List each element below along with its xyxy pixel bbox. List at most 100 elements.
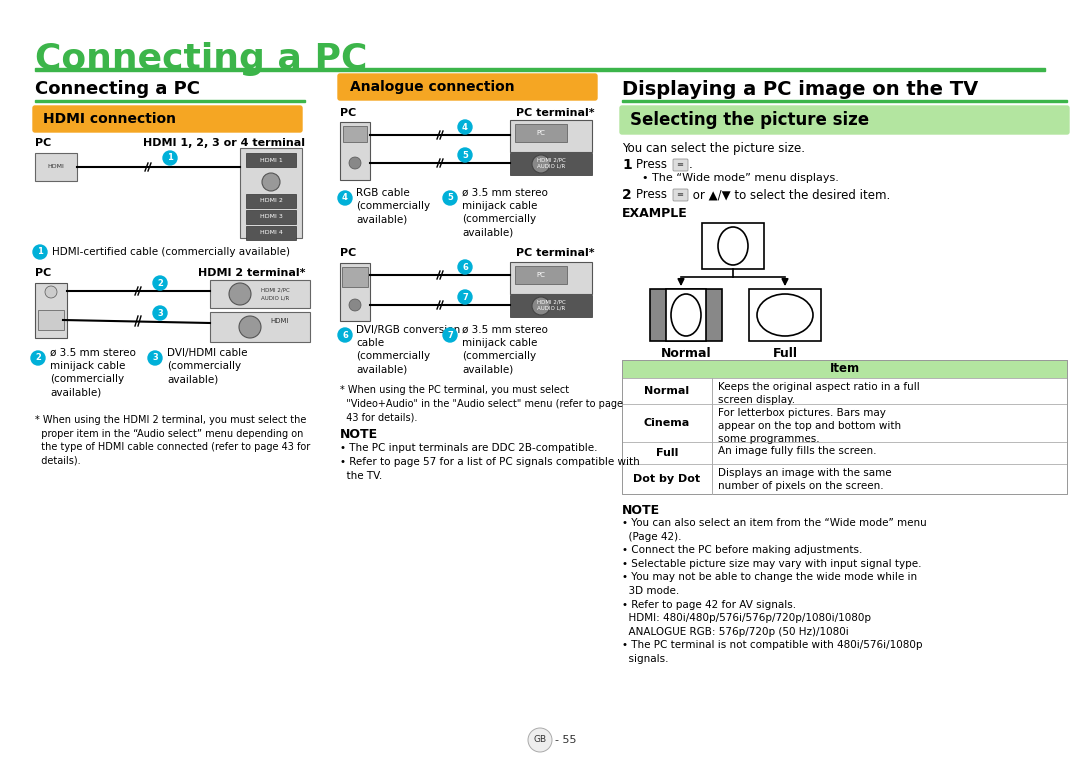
Text: AUDIO L/R: AUDIO L/R [261,295,289,300]
Text: PC: PC [35,268,51,278]
Circle shape [532,155,550,173]
Text: Normal: Normal [661,347,712,360]
Text: Item: Item [829,362,860,375]
Bar [702,223,764,269]
Bar [515,124,567,142]
Bar [210,280,310,308]
FancyBboxPatch shape [620,106,1069,134]
Text: 2: 2 [622,188,632,202]
Text: HDMI connection: HDMI connection [43,112,176,126]
Bar [750,289,821,341]
Text: PC terminal*: PC terminal* [516,248,595,258]
FancyBboxPatch shape [673,159,688,171]
Text: 5: 5 [447,194,453,202]
Circle shape [153,306,167,320]
Circle shape [528,728,552,752]
Text: HDMI 2/PC: HDMI 2/PC [537,158,565,163]
Text: 3: 3 [152,353,158,362]
Text: PC: PC [35,138,51,148]
Text: Cinema: Cinema [644,418,690,428]
Bar [622,360,1067,378]
Text: AUDIO L/R: AUDIO L/R [537,164,565,169]
Circle shape [148,351,162,365]
Circle shape [458,290,472,304]
Text: Press: Press [636,188,671,201]
Ellipse shape [671,294,701,336]
Text: 4: 4 [342,194,348,202]
Text: Normal: Normal [645,386,689,396]
Circle shape [239,316,261,338]
Text: PC: PC [537,272,545,278]
Bar [622,404,1067,442]
Bar [38,310,64,330]
Circle shape [31,351,45,365]
Text: 3: 3 [157,308,163,317]
Bar [510,120,592,152]
Circle shape [443,328,457,342]
Bar [246,210,296,224]
Text: PC terminal*: PC terminal* [516,108,595,118]
Text: HDMI: HDMI [48,165,65,169]
Circle shape [443,191,457,205]
Text: 1: 1 [37,247,43,256]
Text: ø 3.5 mm stereo
minijack cable
(commercially
available): ø 3.5 mm stereo minijack cable (commerci… [462,188,548,237]
Text: HDMI 3: HDMI 3 [259,214,283,220]
Text: HDMI 2/PC: HDMI 2/PC [260,288,289,293]
Bar [340,263,370,321]
Bar [622,100,1067,102]
Circle shape [33,245,48,259]
Text: Keeps the original aspect ratio in a full
screen display.: Keeps the original aspect ratio in a ful… [718,382,920,405]
FancyBboxPatch shape [673,189,688,201]
Circle shape [338,328,352,342]
Text: or ▲/▼ to select the desired item.: or ▲/▼ to select the desired item. [689,188,890,201]
Bar [246,153,296,167]
Text: ≡: ≡ [676,160,684,169]
Text: 2: 2 [35,353,41,362]
Text: Displaying a PC image on the TV: Displaying a PC image on the TV [622,80,978,99]
Bar [622,464,1067,494]
Bar [510,153,592,175]
Text: DVI/HDMI cable
(commercially
available): DVI/HDMI cable (commercially available) [167,348,247,385]
Text: NOTE: NOTE [340,428,378,441]
Text: GB: GB [534,736,546,745]
Text: Displays an image with the same
number of pixels on the screen.: Displays an image with the same number o… [718,468,892,491]
Ellipse shape [757,294,813,336]
Text: An image fully fills the screen.: An image fully fills the screen. [718,446,877,456]
Text: ø 3.5 mm stereo
minijack cable
(commercially
available): ø 3.5 mm stereo minijack cable (commerci… [50,348,136,398]
Text: • You can also select an item from the “Wide mode” menu
  (Page 42).
• Connect t: • You can also select an item from the “… [622,518,927,664]
Circle shape [262,173,280,191]
Bar [666,289,706,341]
Text: For letterbox pictures. Bars may
appear on the top and bottom with
some programm: For letterbox pictures. Bars may appear … [718,408,901,443]
Text: 1: 1 [622,158,632,172]
Bar [246,226,296,240]
Text: ø 3.5 mm stereo
minijack cable
(commercially
available): ø 3.5 mm stereo minijack cable (commerci… [462,325,548,375]
Text: HDMI 1: HDMI 1 [259,157,282,163]
Bar [246,194,296,208]
Text: HDMI-certified cable (commercially available): HDMI-certified cable (commercially avail… [52,247,291,257]
Text: - 55: - 55 [555,735,577,745]
Text: HDMI 2: HDMI 2 [259,198,283,204]
Bar [622,360,1067,494]
Text: Press: Press [636,158,671,171]
Bar [622,378,1067,404]
Bar [35,283,67,338]
Text: 1: 1 [167,153,173,163]
Text: RGB cable
(commercially
available): RGB cable (commercially available) [356,188,430,224]
Text: PC: PC [537,130,545,136]
Text: Connecting a PC: Connecting a PC [35,42,367,76]
Text: HDMI 2 terminal*: HDMI 2 terminal* [198,268,305,278]
Text: Connecting a PC: Connecting a PC [35,80,200,98]
Text: 6: 6 [462,262,468,272]
Text: Selecting the picture size: Selecting the picture size [630,111,869,129]
FancyBboxPatch shape [338,74,597,100]
Text: PC: PC [340,108,356,118]
Bar [515,266,567,284]
Bar [35,100,305,102]
Text: Full: Full [772,347,797,360]
Text: * When using the HDMI 2 terminal, you must select the
  proper item in the “Audi: * When using the HDMI 2 terminal, you mu… [35,415,310,465]
Bar [340,122,370,180]
Text: HDMI 4: HDMI 4 [259,230,283,236]
Text: 6: 6 [342,330,348,340]
Text: You can select the picture size.: You can select the picture size. [622,142,805,155]
Text: 7: 7 [447,330,453,340]
